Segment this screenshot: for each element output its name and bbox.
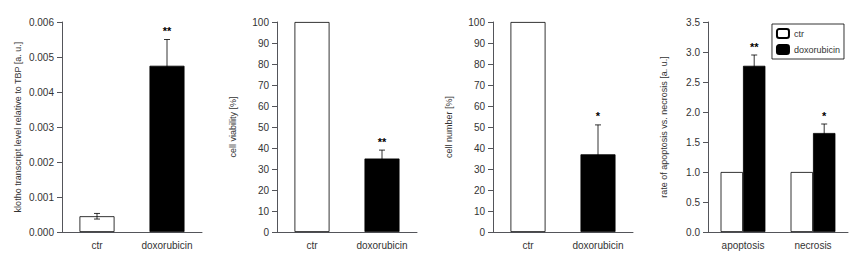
svg-text:doxorubicin: doxorubicin [356,240,407,251]
svg-text:0: 0 [263,227,269,238]
svg-text:necrosis: necrosis [794,240,831,251]
svg-text:60: 60 [258,101,270,112]
svg-text:90: 90 [258,38,270,49]
svg-text:1.5: 1.5 [686,137,700,148]
svg-text:ctr: ctr [91,240,103,251]
svg-text:2.5: 2.5 [686,77,700,88]
svg-text:0.5: 0.5 [686,197,700,208]
svg-text:0.0: 0.0 [686,227,700,238]
svg-text:0.005: 0.005 [29,52,54,63]
svg-text:**: ** [750,41,759,53]
svg-text:ctr: ctr [306,240,318,251]
svg-text:50: 50 [258,122,270,133]
svg-text:doxorubicin: doxorubicin [141,240,192,251]
svg-text:0.006: 0.006 [29,17,54,28]
svg-text:50: 50 [474,122,486,133]
svg-text:doxorubicin: doxorubicin [794,45,840,55]
svg-text:70: 70 [258,80,270,91]
svg-text:*: * [822,110,827,122]
svg-text:100: 100 [252,17,269,28]
svg-text:60: 60 [474,101,486,112]
svg-text:30: 30 [474,164,486,175]
svg-text:3.0: 3.0 [686,47,700,58]
svg-text:*: * [596,110,601,122]
svg-text:0.004: 0.004 [29,87,54,98]
svg-text:1.0: 1.0 [686,167,700,178]
svg-text:doxorubicin: doxorubicin [572,240,623,251]
svg-text:80: 80 [258,59,270,70]
svg-text:cell number [%]: cell number [%] [444,96,454,158]
svg-text:100: 100 [468,17,485,28]
svg-text:0.002: 0.002 [29,157,54,168]
svg-text:**: ** [163,25,172,37]
svg-text:30: 30 [258,164,270,175]
svg-text:3.5: 3.5 [686,17,700,28]
svg-text:0.001: 0.001 [29,192,54,203]
svg-text:2.0: 2.0 [686,107,700,118]
svg-text:10: 10 [258,206,270,217]
svg-text:klotho transcript level relati: klotho transcript level relative to TBP … [13,42,23,213]
svg-text:90: 90 [474,38,486,49]
svg-text:**: ** [378,136,387,148]
svg-text:0.000: 0.000 [29,227,54,238]
svg-text:10: 10 [474,206,486,217]
svg-text:cell viability [%]: cell viability [%] [228,96,238,157]
svg-text:rate of apoptosis vs. necrosis: rate of apoptosis vs. necrosis [a. u.] [659,56,669,198]
svg-text:ctr: ctr [794,29,804,39]
svg-text:40: 40 [474,143,486,154]
svg-text:40: 40 [258,143,270,154]
svg-text:apoptosis: apoptosis [722,240,765,251]
svg-text:70: 70 [474,80,486,91]
svg-text:20: 20 [258,185,270,196]
svg-text:0.003: 0.003 [29,122,54,133]
svg-text:20: 20 [474,185,486,196]
svg-text:0: 0 [479,227,485,238]
svg-text:ctr: ctr [522,240,534,251]
svg-text:80: 80 [474,59,486,70]
